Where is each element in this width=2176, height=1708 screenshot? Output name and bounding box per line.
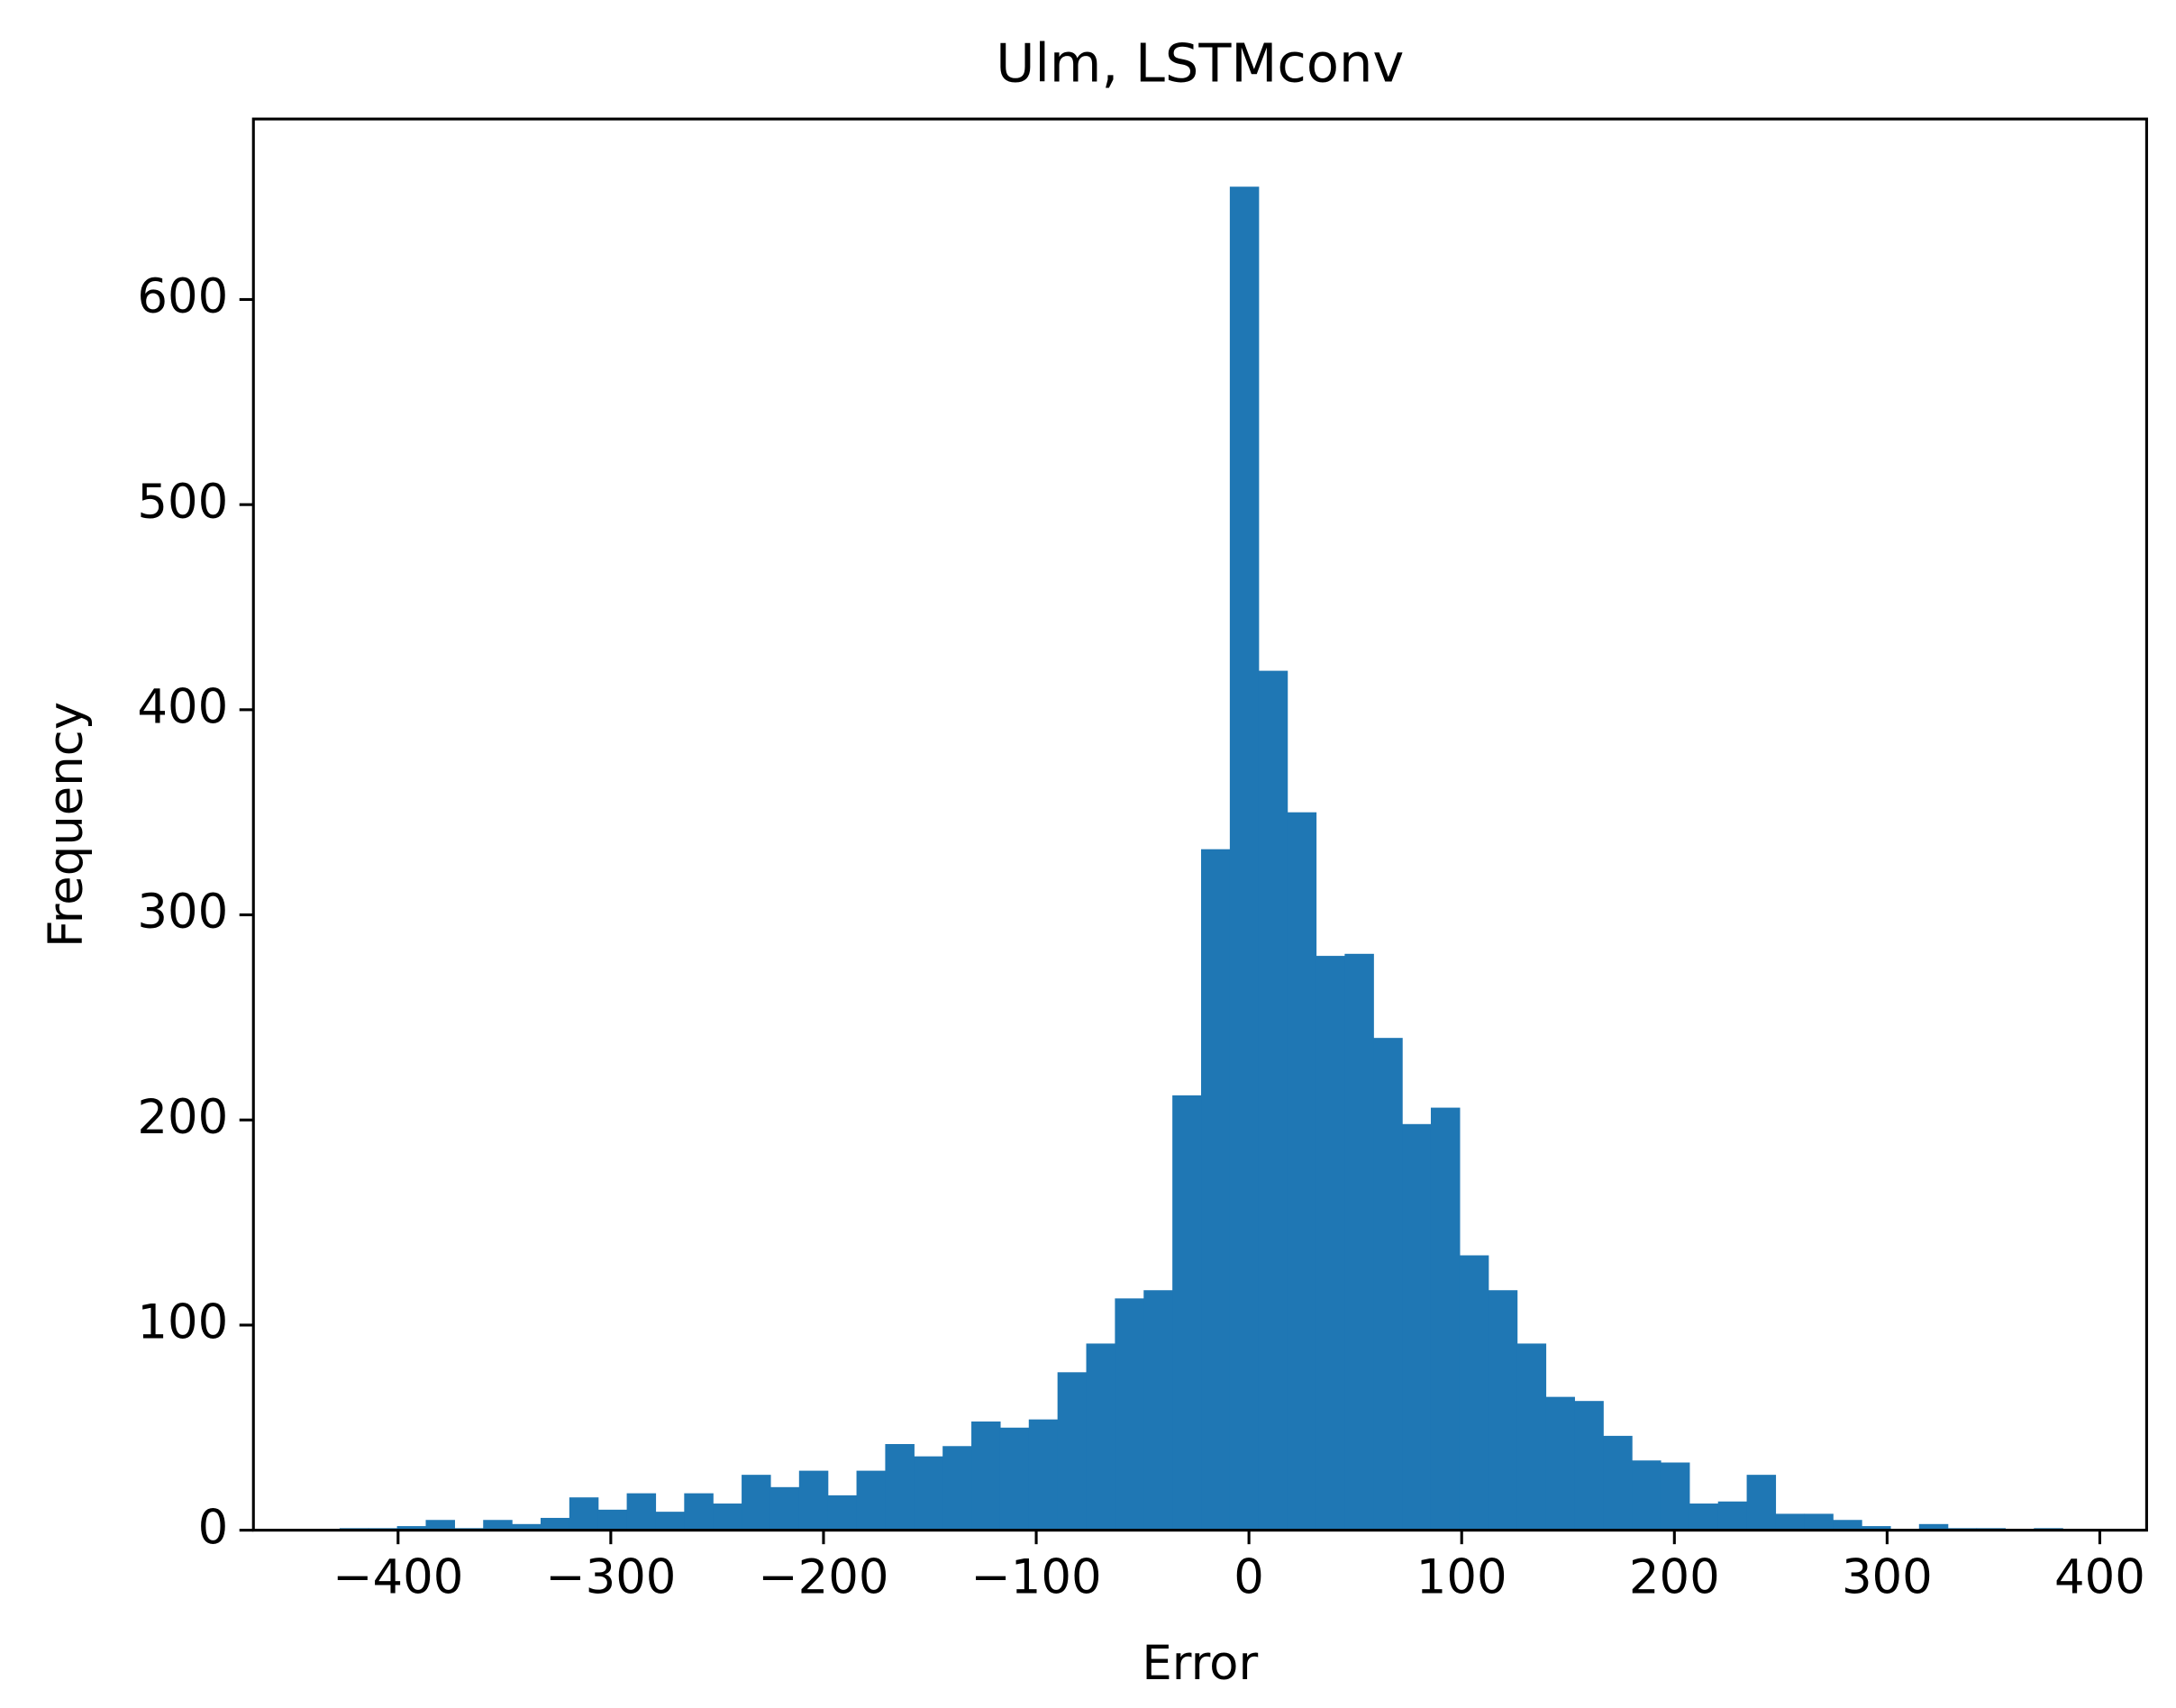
bar [1028,1419,1059,1531]
bar [655,1512,685,1531]
bar [1229,186,1260,1531]
plot-frame [251,117,2148,1532]
bar [1603,1435,1633,1531]
bar [1287,812,1317,1531]
bar [999,1427,1030,1531]
x-tick-label: −400 [332,1550,463,1605]
x-tick-label: 200 [1629,1550,1720,1605]
bar [1143,1290,1173,1531]
y-tick-label: 100 [137,1295,228,1350]
bar [1833,1520,1862,1531]
bar [1804,1513,1834,1531]
bar [971,1421,1001,1531]
x-tick-label: −300 [545,1550,676,1605]
bar [597,1509,628,1531]
y-tick-label: 0 [198,1500,229,1555]
bar [1402,1123,1432,1531]
bar [512,1523,542,1531]
bar [942,1446,972,1531]
chart-title: Ulm, LSTMconv [996,32,1404,95]
x-tick-label: 300 [1842,1550,1933,1605]
bar [1115,1298,1144,1531]
bar [396,1526,427,1531]
bar [483,1520,513,1531]
bar [798,1470,829,1531]
y-tick-label: 600 [137,269,228,324]
x-axis-label: Error [1142,1636,1258,1691]
bar [1689,1504,1719,1531]
bar [1430,1107,1461,1531]
bar [885,1443,915,1531]
bar [1516,1343,1547,1531]
y-tick-label: 200 [137,1090,228,1145]
bar [1459,1255,1489,1531]
bar [1862,1526,1891,1531]
bar [1660,1462,1690,1531]
bar [1545,1396,1575,1531]
bar [1258,670,1288,1531]
bar [769,1486,800,1531]
bar [1344,953,1374,1531]
x-tick-label: 400 [2054,1550,2145,1605]
bar [1775,1513,1805,1531]
bar [742,1475,771,1531]
bar [626,1493,657,1531]
bar [856,1470,887,1531]
y-tick-label: 400 [137,679,228,734]
y-tick-label: 300 [137,885,228,940]
bar [1172,1095,1202,1531]
x-tick-label: 100 [1416,1550,1507,1605]
bar [540,1517,570,1531]
bar [1086,1343,1116,1531]
bar [1746,1475,1777,1531]
x-tick-label: −100 [970,1550,1101,1605]
bar [713,1504,742,1531]
bar [1918,1523,1949,1531]
bar [1373,1038,1403,1531]
bar [684,1493,714,1531]
bar [425,1520,455,1531]
x-tick-label: 0 [1234,1550,1264,1605]
bar [1488,1290,1518,1531]
bar [1316,956,1345,1531]
bar [827,1494,858,1531]
bar [1632,1460,1662,1531]
bar [1717,1501,1748,1531]
y-tick-label: 500 [137,475,228,530]
bar [914,1456,943,1531]
bar [1574,1401,1604,1531]
bar [569,1497,599,1531]
bar [1057,1372,1088,1531]
bar [1201,849,1231,1531]
x-tick-label: −200 [758,1550,888,1605]
y-axis-label: Frequency [39,702,94,948]
